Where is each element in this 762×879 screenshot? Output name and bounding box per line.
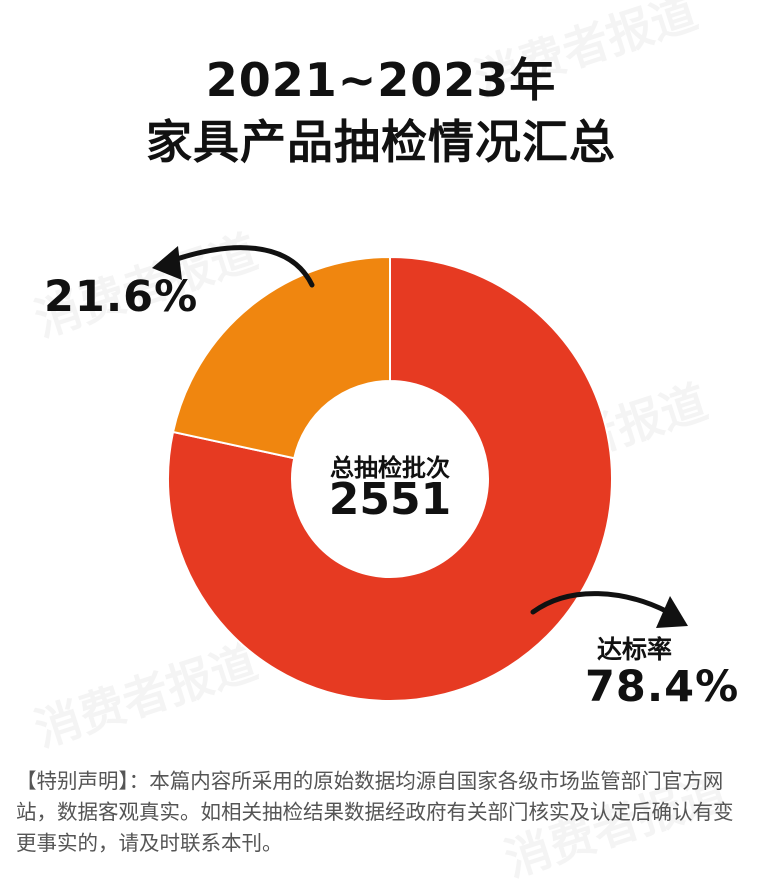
arrowhead-pass-icon bbox=[656, 596, 688, 628]
donut-slice-pass bbox=[167, 255, 613, 702]
arrow-to-pass-label bbox=[530, 591, 671, 615]
arrow-to-fail-label bbox=[165, 245, 315, 288]
fail-percent-label: 21.6% bbox=[44, 272, 199, 322]
pass-percent-label: 78.4% bbox=[585, 662, 740, 712]
donut-slice-fail bbox=[171, 255, 391, 460]
pass-rate-caption: 达标率 bbox=[597, 635, 673, 664]
title-line-1: 2021~2023年 bbox=[205, 53, 557, 107]
arrowhead-fail-icon bbox=[152, 246, 182, 280]
title-line-2: 家具产品抽检情况汇总 bbox=[146, 115, 616, 169]
disclaimer-text: 【特别声明】：本篇内容所采用的原始数据均源自国家各级市场监管部门官方网站，数据客… bbox=[16, 769, 734, 855]
donut-slices bbox=[167, 255, 613, 702]
center-label: 总抽检批次 bbox=[330, 454, 450, 482]
center-value: 2551 bbox=[328, 474, 452, 525]
